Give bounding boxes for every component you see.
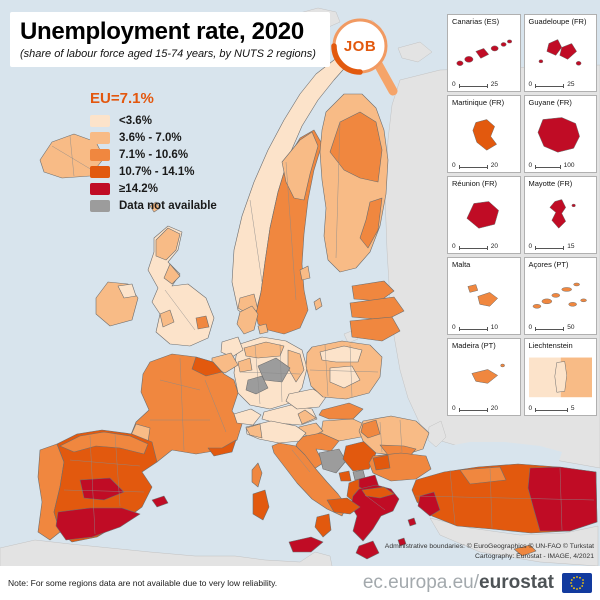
inset-title: Mayotte (FR) <box>528 179 573 188</box>
legend-swatch <box>90 115 110 127</box>
region-faroe <box>149 201 161 213</box>
legend-label: 3.6% - 7.0% <box>119 132 182 144</box>
inset-map-guyane <box>537 117 580 153</box>
inset-title: Liechtenstein <box>528 341 573 350</box>
legend-item: 10.7% - 14.1% <box>90 166 217 178</box>
region-czechia-poland <box>285 340 383 410</box>
region-romania-bulgaria <box>358 415 432 482</box>
scale-bar: 0 20 <box>452 405 498 412</box>
inset-title: Martinique (FR) <box>452 98 505 107</box>
inset-map-martinique <box>472 119 498 151</box>
scale-bar: 0 25 <box>528 81 575 88</box>
inset-title: Açores (PT) <box>528 260 569 269</box>
legend-swatch <box>90 183 110 195</box>
scale-bar: 0 20 <box>452 243 498 250</box>
region-great-britain <box>147 225 215 347</box>
footnote: Note: For some regions data are not avai… <box>8 578 278 588</box>
eu-average-value: EU=7.1% <box>90 90 154 107</box>
inset-guadeloupe: Guadeloupe (FR) 0 25 <box>523 14 597 92</box>
region-denmark <box>236 305 269 335</box>
scale-bar: 0 20 <box>452 162 498 169</box>
inset-title: Réunion (FR) <box>452 179 498 188</box>
inset-malta: Malta 0 10 <box>447 257 521 335</box>
legend: EU=7.1% <3.6% 3.6% - 7.0% 7.1% - 10.6% 1… <box>90 90 217 217</box>
legend-label: ≥14.2% <box>119 183 158 195</box>
inset-map-canarias <box>456 39 512 67</box>
page-title: Unemployment rate, 2020 <box>20 18 304 45</box>
inset-title: Malta <box>452 260 471 269</box>
legend-label: 10.7% - 14.1% <box>119 166 195 178</box>
job-magnifier-logo: JOB <box>331 18 398 96</box>
scale-bar: 0 50 <box>528 324 575 331</box>
legend-item: <3.6% <box>90 115 217 127</box>
inset-title: Canarias (ES) <box>452 17 500 26</box>
region-baltics <box>349 280 405 342</box>
region-italy <box>245 420 361 553</box>
inset-map-guadeloupe <box>538 39 581 66</box>
inset-reunion: Réunion (FR) 0 20 <box>447 176 521 254</box>
inset-title: Guyane (FR) <box>528 98 572 107</box>
eu-flag-logo <box>562 573 592 593</box>
legend-swatch <box>90 132 110 144</box>
inset-acores: Açores (PT) 0 50 <box>523 257 597 335</box>
legend-item: ≥14.2% <box>90 183 217 195</box>
legend-item: Data not available <box>90 200 217 212</box>
legend-item: 7.1% - 10.6% <box>90 149 217 161</box>
footer-bar: Note: For some regions data are not avai… <box>0 566 600 600</box>
job-label: JOB <box>344 38 376 55</box>
inset-title: Guadeloupe (FR) <box>528 17 587 26</box>
region-iberia <box>37 429 169 543</box>
inset-map-liechtenstein <box>528 357 592 398</box>
legend-swatch <box>90 149 110 161</box>
attribution: Administrative boundaries: © EuroGeograp… <box>385 542 594 562</box>
inset-map-madeira <box>471 363 505 384</box>
inset-mayotte: Mayotte (FR) 0 15 <box>523 176 597 254</box>
legend-label: <3.6% <box>119 115 152 127</box>
inset-maps-panel: Canarias (ES) 0 25 Guadeloupe (FR) 0 25 <box>447 14 597 416</box>
legend-swatch <box>90 166 110 178</box>
magnifier-crescent <box>331 43 363 75</box>
region-ireland <box>95 281 139 327</box>
magnifier-handle <box>373 59 398 96</box>
inset-guyane: Guyane (FR) 0 100 <box>523 95 597 173</box>
black-sea <box>438 442 562 468</box>
legend-label: Data not available <box>119 200 217 212</box>
nuts-boundaries <box>51 121 595 535</box>
legend-swatch <box>90 200 110 212</box>
site-branding: ec.europa.eu/eurostat <box>363 572 592 594</box>
scale-bar: 0 100 <box>528 162 575 169</box>
page-subtitle: (share of labour force aged 15-74 years,… <box>20 48 316 60</box>
attribution-line1: Administrative boundaries: © EuroGeograp… <box>384 543 594 551</box>
inset-map-reunion <box>466 201 499 229</box>
scale-bar: 0 10 <box>452 324 498 331</box>
inset-martinique: Martinique (FR) 0 20 <box>447 95 521 173</box>
scale-bar: 0 25 <box>452 81 498 88</box>
title-block: Unemployment rate, 2020 (share of labour… <box>10 12 330 67</box>
region-alpine <box>233 404 318 426</box>
region-sweden <box>255 129 323 335</box>
eurostat-url: ec.europa.eu/eurostat <box>362 572 554 593</box>
region-turkey <box>411 463 598 557</box>
inset-map-mayotte <box>548 199 576 229</box>
inset-title: Madeira (PT) <box>452 341 496 350</box>
inset-map-acores <box>532 282 587 309</box>
scale-bar: 0 15 <box>528 243 575 250</box>
legend-label: 7.1% - 10.6% <box>119 149 189 161</box>
inset-canarias: Canarias (ES) 0 25 <box>447 14 521 92</box>
inset-map-malta <box>467 284 499 307</box>
legend-item: 3.6% - 7.0% <box>90 132 217 144</box>
attribution-line2: Cartography: Eurostat - IMAGE, 4/2021 <box>474 553 594 561</box>
inset-madeira: Madeira (PT) 0 20 <box>447 338 521 416</box>
